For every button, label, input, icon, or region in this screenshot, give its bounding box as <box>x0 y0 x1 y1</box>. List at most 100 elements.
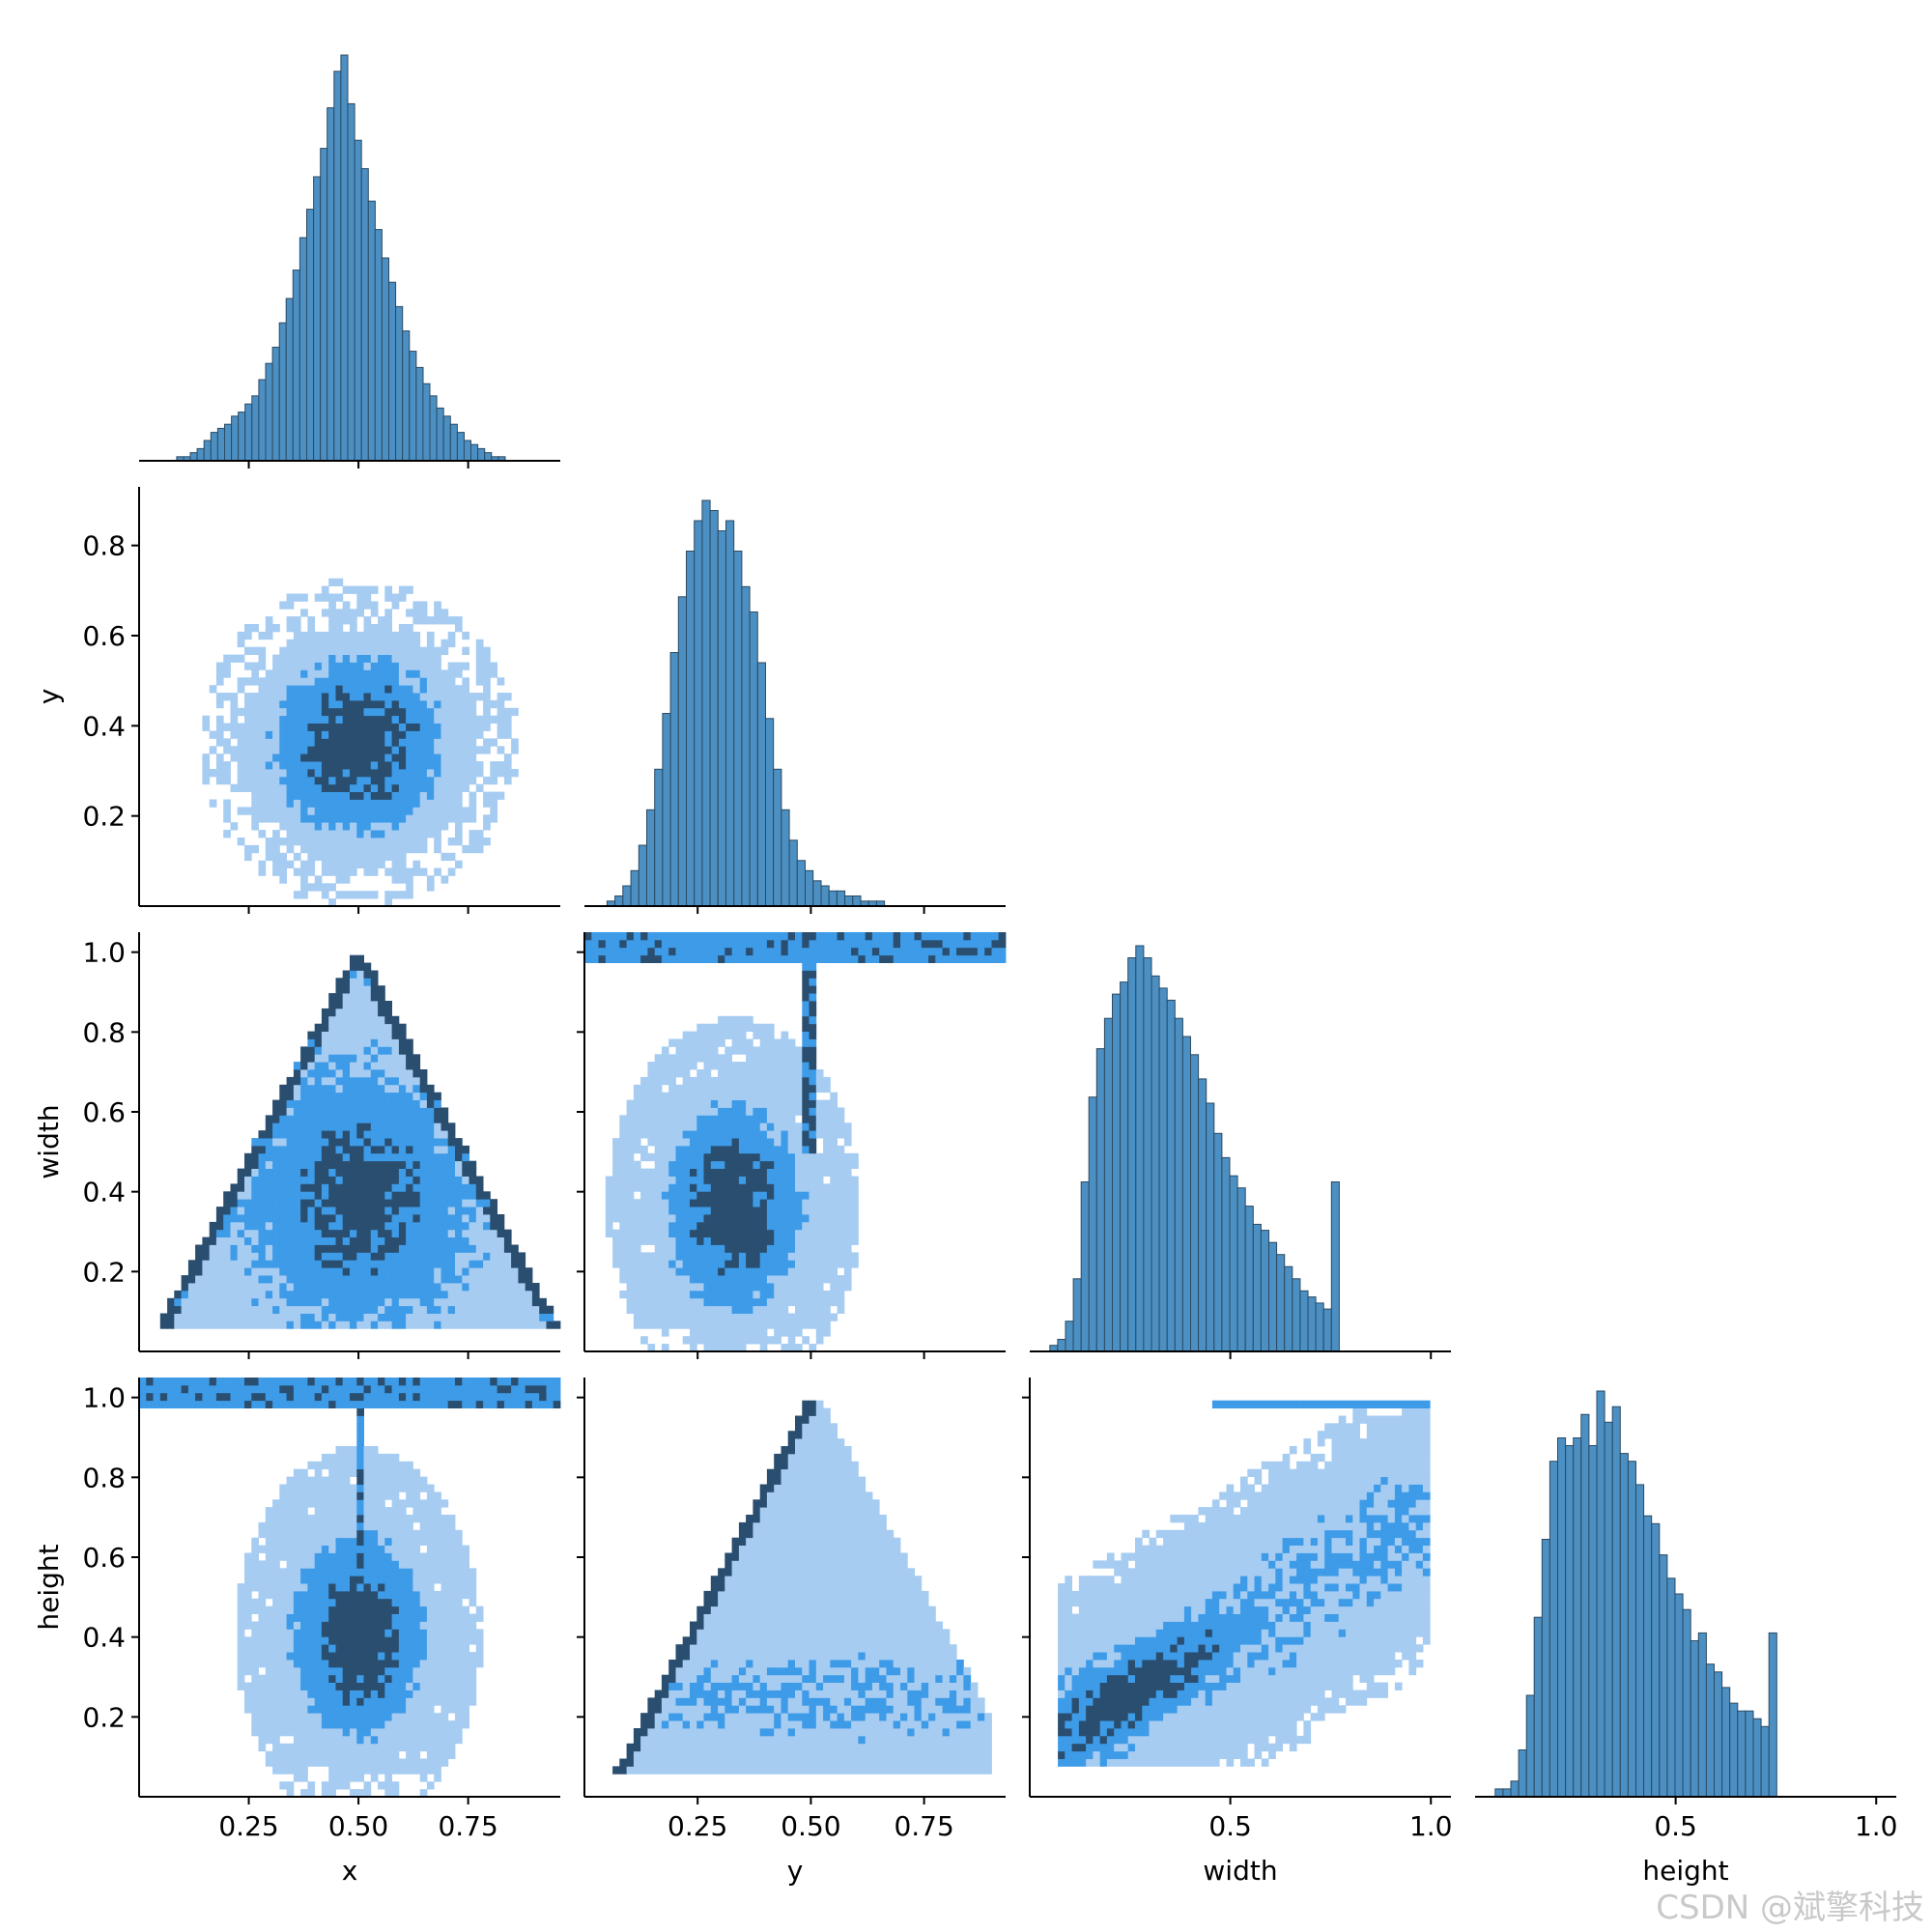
heat-cell <box>307 707 316 717</box>
heat-cell <box>258 1221 267 1231</box>
heat-cell <box>647 932 656 941</box>
heat-cell <box>286 776 295 785</box>
heat-cell <box>682 1138 691 1147</box>
heat-cell <box>647 1297 656 1307</box>
heat-cell <box>398 1252 407 1261</box>
heat-cell <box>475 730 484 739</box>
heat-cell <box>766 1183 775 1192</box>
heat-cell <box>384 1297 392 1307</box>
heat-cell <box>237 838 245 846</box>
heat-cell <box>300 1062 308 1070</box>
heat-cell <box>342 1290 351 1299</box>
heat-cell <box>682 1115 691 1123</box>
heat-cell <box>328 693 336 701</box>
heat-cell <box>809 1229 817 1237</box>
heat-cell <box>809 1297 817 1307</box>
heat-cell <box>612 954 620 963</box>
heat-cell <box>251 1560 259 1569</box>
heat-cell <box>412 693 421 701</box>
heat-cell <box>328 1735 336 1745</box>
heat-cell <box>350 693 357 701</box>
heat-cell <box>766 1305 775 1314</box>
heat-cell <box>293 1605 301 1614</box>
heat-cell <box>307 1720 316 1729</box>
heat-cell <box>378 1290 385 1299</box>
heat-cell <box>342 1183 351 1192</box>
heat-cell <box>802 1001 810 1009</box>
heat-cell <box>342 1023 351 1032</box>
heat-cell <box>802 993 810 1002</box>
heat-cell <box>738 1168 747 1177</box>
heat-cell <box>307 1130 316 1139</box>
heat-cell <box>703 947 712 956</box>
heat-cell <box>342 875 351 884</box>
heat-cell <box>223 1392 231 1402</box>
heat-cell <box>774 1328 781 1337</box>
heat-cell <box>314 1758 323 1767</box>
heat-cell <box>426 1290 435 1299</box>
heat-cell <box>661 1115 669 1123</box>
heat-cell <box>384 852 392 862</box>
heat-cell <box>272 1521 280 1531</box>
heat-cell <box>258 1605 267 1614</box>
heat-cell <box>223 669 231 678</box>
heat-cell <box>398 852 407 862</box>
heat-cell <box>668 1321 676 1329</box>
heat-cell <box>654 1076 663 1086</box>
heat-cell <box>370 1313 379 1321</box>
heat-cell <box>293 1476 301 1485</box>
heat-cell <box>746 1176 753 1184</box>
heat-cell <box>525 1267 533 1276</box>
heat-cell <box>350 1305 357 1314</box>
heat-cell <box>244 776 252 785</box>
heat-cell <box>293 1378 301 1386</box>
heat-cell <box>746 1313 753 1321</box>
heat-cell <box>490 1199 497 1208</box>
heat-cell <box>363 783 372 792</box>
heat-cell <box>251 1400 259 1408</box>
heat-cell <box>265 1267 273 1276</box>
heat-cell <box>258 699 267 709</box>
heat-cell <box>307 1521 316 1531</box>
heat-cell <box>356 1400 364 1408</box>
heat-cell <box>251 1697 259 1706</box>
heat-cell <box>356 852 364 862</box>
heat-cell <box>690 1138 697 1147</box>
heat-cell <box>370 1275 379 1284</box>
heat-cell <box>406 1084 413 1094</box>
heat-cell <box>258 814 267 823</box>
heat-cell <box>809 985 817 994</box>
heat-cell <box>455 662 463 670</box>
heat-cell <box>398 699 407 709</box>
heat-cell <box>251 1236 259 1245</box>
heat-cell <box>584 947 592 956</box>
heat-cell <box>363 1453 372 1463</box>
heat-cell <box>406 1236 413 1245</box>
heat-cell <box>787 1283 796 1292</box>
heat-cell <box>661 1183 669 1192</box>
heat-cell <box>328 631 336 640</box>
heat-cell <box>391 1229 400 1237</box>
heat-cell <box>843 1275 852 1284</box>
heat-cell <box>753 1236 761 1245</box>
heat-cell <box>328 791 336 800</box>
heat-cell <box>497 1260 505 1268</box>
heat-cell <box>766 1267 775 1276</box>
heat-cell <box>342 1031 351 1039</box>
heat-cell <box>307 1183 316 1192</box>
heat-cell <box>321 1781 329 1790</box>
heat-cell <box>265 1682 273 1690</box>
heat-cell <box>265 723 273 731</box>
heat-cell <box>475 844 484 854</box>
heat-cell <box>419 867 428 876</box>
heat-cell <box>356 993 364 1002</box>
heat-cell <box>384 1214 392 1223</box>
heat-cell <box>356 970 364 979</box>
heat-cell <box>378 1152 385 1162</box>
heat-cell <box>350 1590 357 1600</box>
heat-cell <box>661 947 669 956</box>
heat-cell <box>258 1283 267 1292</box>
heat-cell <box>378 1313 385 1321</box>
heat-cell <box>321 1221 329 1231</box>
heat-cell <box>426 669 435 678</box>
